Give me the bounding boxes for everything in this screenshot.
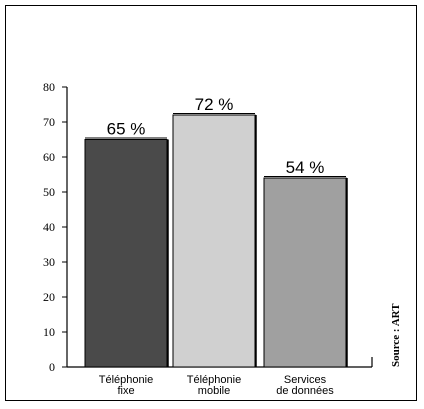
category-label: fixe — [117, 385, 134, 397]
y-tick-label: 80 — [43, 80, 55, 94]
data-label: 65 % — [107, 120, 146, 139]
bars — [84, 113, 348, 368]
bar — [263, 177, 347, 368]
bar — [172, 114, 256, 368]
bar — [84, 139, 168, 368]
y-tick-label: 0 — [49, 360, 55, 374]
category-label: mobile — [198, 385, 230, 397]
y-tick-label: 20 — [43, 290, 55, 304]
category-label: Téléphonie — [187, 374, 241, 386]
category-label: de données — [276, 385, 334, 397]
category-label: Services — [284, 374, 327, 386]
y-tick-label: 70 — [43, 115, 55, 129]
y-tick-label: 30 — [43, 255, 55, 269]
y-ticks: 0 10 20 30 40 50 60 70 80 — [43, 80, 67, 374]
category-labels: TéléphoniefixeTéléphoniemobileServicesde… — [99, 374, 334, 397]
y-tick-label: 60 — [43, 150, 55, 164]
y-tick-label: 40 — [43, 220, 55, 234]
data-label: 54 % — [286, 158, 325, 177]
source-note: Source : ART — [390, 303, 402, 367]
y-tick-label: 10 — [43, 325, 55, 339]
data-labels: 65 % 72 % 54 % — [107, 95, 325, 177]
y-tick-label: 50 — [43, 185, 55, 199]
data-label: 72 % — [195, 95, 234, 114]
category-label: Téléphonie — [99, 374, 153, 386]
